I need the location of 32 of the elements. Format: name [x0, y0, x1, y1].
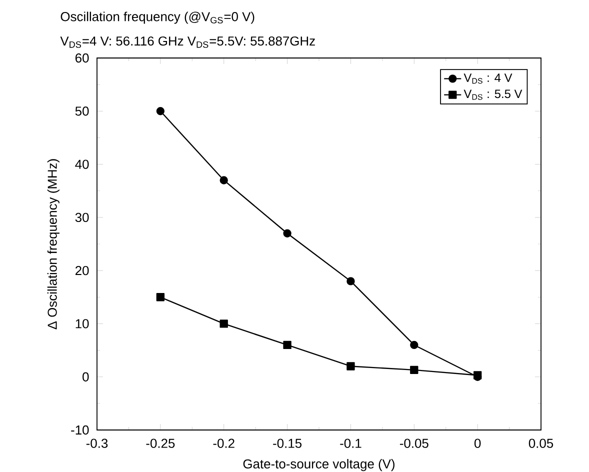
point: [156, 293, 165, 302]
x-tick-label: -0.05: [400, 438, 428, 448]
y-tick-label: 0: [82, 372, 89, 382]
point: [283, 229, 292, 238]
y-tick-label: 30: [75, 212, 89, 222]
chart-title: Oscillation frequency (@V$_{GS}$=0 V): [60, 12, 254, 24]
x-tick-label: -0.15: [273, 438, 302, 448]
chart-subtitle: V$_{DS}$=4 V: 56.116 GHz V$_{DS}$=5.5V: 55.887GHz: [60, 36, 315, 48]
x-tick-label: 0: [474, 438, 481, 448]
point: [346, 277, 355, 286]
y-tick-label: 20: [75, 266, 89, 276]
point: [283, 340, 292, 350]
y-tick-label: 60: [75, 53, 89, 63]
y-tick-label: 40: [75, 160, 89, 169]
point: [410, 366, 418, 374]
x-tick-label: -0.25: [146, 438, 175, 448]
point: [410, 340, 418, 350]
y-tick-label: 50: [75, 106, 89, 116]
y-tick-label: 10: [76, 319, 89, 328]
y-axis-title: Δ Oscillation frequency (MHz): [47, 159, 60, 330]
x-tick-label: -0.1: [340, 438, 362, 448]
x-tick-label: 0.05: [528, 438, 554, 448]
point: [346, 362, 355, 370]
x-axis-title: Gate-to-source voltage (V): [243, 458, 394, 472]
x-tick-label: -0.2: [213, 438, 234, 448]
legend-label: V$_{DS}$ : 5.5 V: [464, 90, 522, 100]
y-tick-label: -10: [71, 425, 89, 435]
legend-label: V$_{DS}$ : 4 V: [464, 74, 512, 84]
x-tick-label: -0.3: [86, 438, 108, 448]
point: [156, 107, 165, 116]
point: [220, 320, 228, 328]
point: [220, 176, 228, 184]
